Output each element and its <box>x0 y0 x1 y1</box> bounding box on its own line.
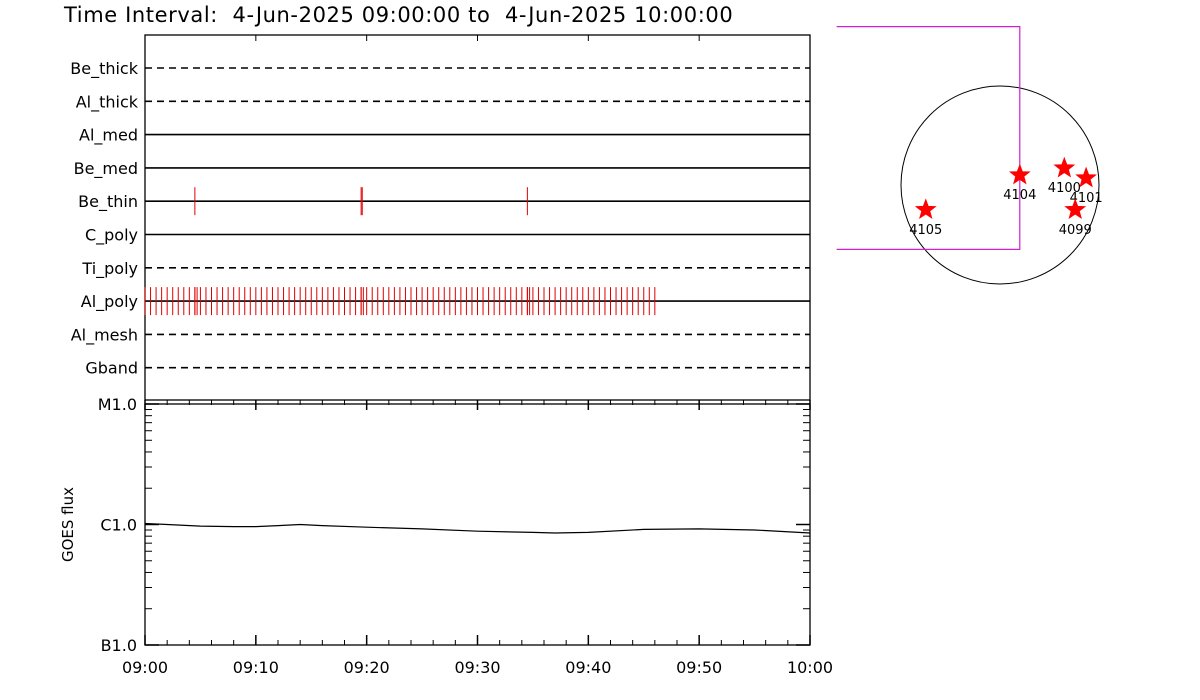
channel-label-Al_med: Al_med <box>79 126 138 146</box>
timeline-frame <box>144 34 811 401</box>
solar-disk <box>900 85 1100 285</box>
active-region-label-4099: 4099 <box>1059 223 1092 238</box>
channel-label-C_poly: C_poly <box>85 226 138 246</box>
goes-flux-line <box>144 522 811 534</box>
active-region-label-4105: 4105 <box>909 223 942 238</box>
channel-label-Al_mesh: Al_mesh <box>71 325 138 345</box>
channel-label-Be_med: Be_med <box>74 159 138 179</box>
active-region-star-4105 <box>914 198 937 219</box>
x-tick-label: 09:50 <box>676 658 722 677</box>
x-tick-label: 09:10 <box>233 658 279 677</box>
goes-frame <box>144 403 811 646</box>
x-tick-label: 09:20 <box>344 658 390 677</box>
channel-label-Al_poly: Al_poly <box>81 292 138 312</box>
x-tick-label: 09:00 <box>122 658 168 677</box>
active-region-star-4104 <box>1008 163 1031 185</box>
channel-label-Be_thin: Be_thin <box>78 192 138 212</box>
active-region-label-4100: 4100 <box>1048 181 1081 196</box>
x-tick-label: 09:30 <box>454 658 500 677</box>
y-tick-label: M1.0 <box>98 395 137 414</box>
x-tick-label: 10:00 <box>787 658 833 677</box>
channel-label-Be_thick: Be_thick <box>70 59 138 79</box>
channel-label-Ti_poly: Ti_poly <box>81 259 138 279</box>
active-region-star-4101 <box>1075 166 1097 188</box>
active-region-label-4104: 4104 <box>1003 188 1036 203</box>
channel-label-Al_thick: Al_thick <box>76 92 139 112</box>
active-region-label-4101: 4101 <box>1070 191 1103 206</box>
chart-title: Time Interval: 4-Jun-2025 09:00:00 to 4-… <box>64 3 734 27</box>
y-tick-label: C1.0 <box>100 516 137 535</box>
y-tick-label: B1.0 <box>101 636 137 655</box>
y-axis-label: GOES flux <box>59 487 77 562</box>
active-region-star-4099 <box>1064 198 1087 219</box>
channel-label-Gband: Gband <box>85 359 138 378</box>
field-of-view-box <box>836 26 1021 250</box>
x-tick-label: 09:40 <box>565 658 611 677</box>
active-region-star-4100 <box>1053 156 1076 178</box>
